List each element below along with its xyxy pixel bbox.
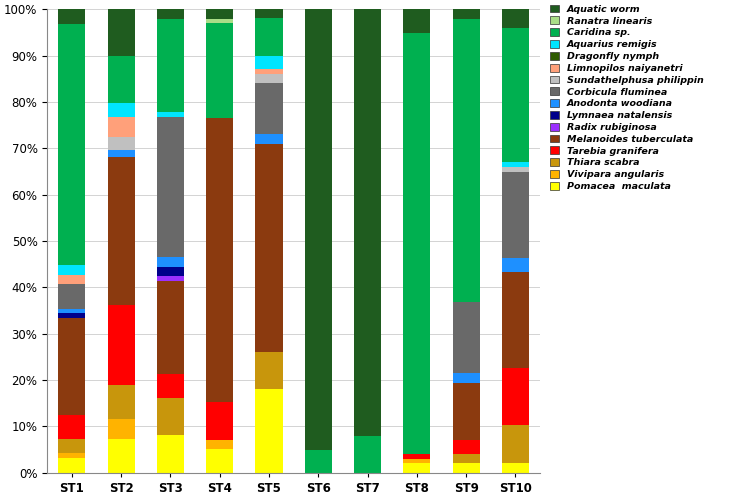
Bar — [107, 117, 135, 137]
Bar — [452, 9, 480, 18]
Bar — [354, 436, 381, 473]
Bar — [452, 383, 480, 440]
Bar — [404, 32, 430, 454]
Bar — [452, 302, 480, 373]
Bar — [452, 18, 480, 302]
Bar — [107, 56, 135, 103]
Bar — [502, 162, 529, 167]
Bar — [157, 112, 184, 117]
Bar — [58, 313, 86, 318]
Bar — [256, 69, 283, 74]
Bar — [107, 103, 135, 117]
Bar — [502, 257, 529, 272]
Bar — [58, 454, 86, 458]
Bar — [502, 368, 529, 425]
Bar — [157, 276, 184, 281]
Bar — [107, 439, 135, 473]
Bar — [304, 450, 332, 473]
Bar — [404, 464, 430, 473]
Bar — [206, 23, 233, 118]
Bar — [107, 9, 135, 56]
Bar — [256, 352, 283, 389]
Bar — [256, 144, 283, 352]
Bar — [157, 398, 184, 435]
Bar — [107, 157, 135, 305]
Bar — [58, 439, 86, 454]
Bar — [256, 18, 283, 55]
Bar — [256, 83, 283, 134]
Bar — [502, 28, 529, 162]
Bar — [404, 454, 430, 459]
Bar — [157, 18, 184, 112]
Bar — [502, 167, 529, 172]
Bar — [206, 449, 233, 473]
Bar — [58, 415, 86, 439]
Bar — [206, 18, 233, 23]
Bar — [58, 275, 86, 284]
Bar — [354, 9, 381, 436]
Bar — [157, 117, 184, 257]
Bar — [502, 425, 529, 463]
Bar — [157, 435, 184, 473]
Bar — [502, 463, 529, 473]
Bar — [404, 459, 430, 464]
Bar — [452, 464, 480, 473]
Bar — [157, 374, 184, 398]
Bar — [107, 419, 135, 439]
Bar — [206, 402, 233, 440]
Bar — [206, 440, 233, 449]
Bar — [502, 172, 529, 257]
Bar — [58, 458, 86, 473]
Bar — [452, 373, 480, 383]
Legend: Aquatic worm, Ranatra linearis, Caridina sp., Aquarius remigis, Dragonfly nymph,: Aquatic worm, Ranatra linearis, Caridina… — [550, 4, 704, 191]
Bar — [157, 257, 184, 267]
Bar — [452, 454, 480, 464]
Bar — [256, 389, 283, 473]
Bar — [58, 9, 86, 23]
Bar — [502, 272, 529, 368]
Bar — [404, 9, 430, 32]
Bar — [107, 150, 135, 157]
Bar — [256, 74, 283, 83]
Bar — [502, 9, 529, 28]
Bar — [107, 137, 135, 150]
Bar — [157, 267, 184, 276]
Bar — [206, 9, 233, 18]
Bar — [107, 305, 135, 385]
Bar — [58, 284, 86, 308]
Bar — [304, 9, 332, 450]
Bar — [58, 265, 86, 275]
Bar — [58, 23, 86, 265]
Bar — [452, 440, 480, 454]
Bar — [58, 308, 86, 313]
Bar — [107, 385, 135, 419]
Bar — [58, 318, 86, 415]
Bar — [256, 9, 283, 18]
Bar — [206, 118, 233, 402]
Bar — [256, 55, 283, 69]
Bar — [256, 134, 283, 144]
Bar — [157, 9, 184, 18]
Bar — [157, 281, 184, 374]
